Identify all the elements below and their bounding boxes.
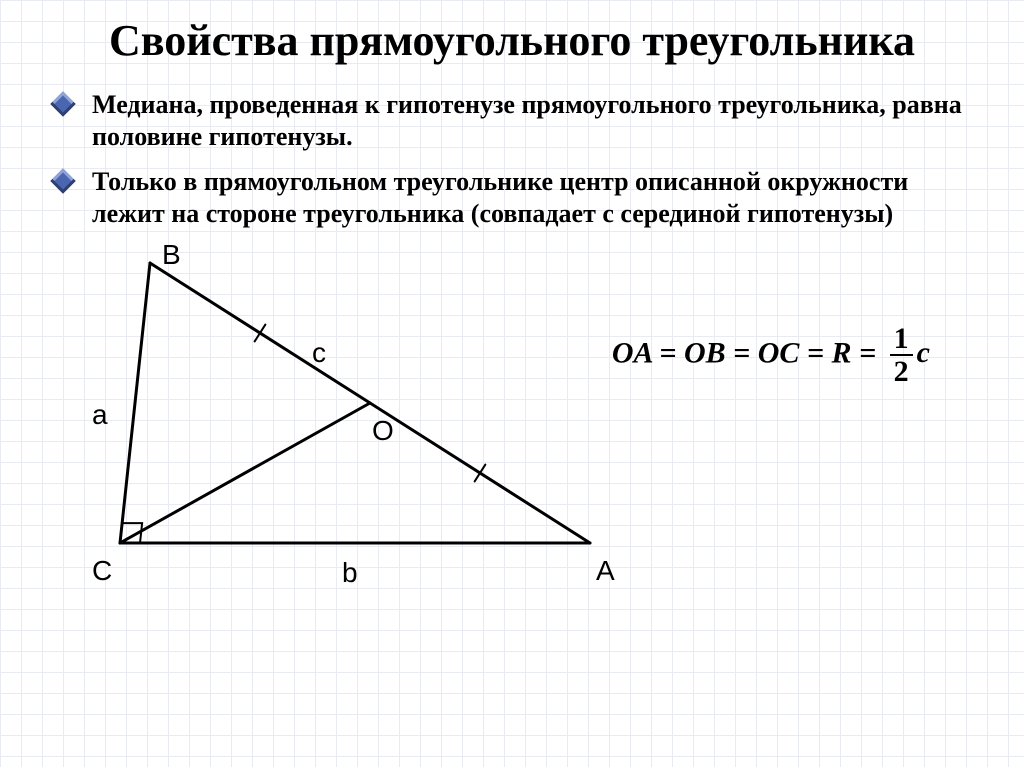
vertex-label-B: B (162, 239, 181, 271)
vertex-label-b: b (342, 557, 358, 589)
vertex-label-O: O (372, 415, 394, 447)
vertex-label-c: c (312, 337, 326, 369)
list-item: Медиана, проведенная к гипотенузе прямоу… (92, 89, 970, 154)
vertex-label-C: C (92, 555, 112, 587)
triangle-diagram (50, 243, 670, 603)
vertex-label-a: a (92, 399, 108, 431)
formula-oa: OA (612, 336, 652, 369)
slide: Свойства прямоугольного треугольника Мед… (0, 0, 1024, 767)
vertex-label-A: A (596, 555, 615, 587)
formula-c: c (917, 336, 930, 369)
formula-eq: = (852, 336, 884, 369)
formula-eq: = (799, 336, 831, 369)
bullet-list: Медиана, проведенная к гипотенузе прямоу… (50, 89, 974, 231)
formula-ob: OB (684, 336, 726, 369)
fraction-numerator: 1 (890, 323, 913, 357)
list-item: Только в прямоугольном треугольнике цент… (92, 166, 970, 231)
diagram-area: BCAOabc OA = OB = OC = R = 12c (50, 243, 970, 623)
formula-eq: = (652, 336, 684, 369)
fraction-denominator: 2 (890, 356, 913, 388)
formula-oc: OC (758, 336, 800, 369)
formula-eq: = (726, 336, 758, 369)
slide-title: Свойства прямоугольного треугольника (50, 16, 974, 67)
formula-r: R (832, 336, 852, 369)
median-formula: OA = OB = OC = R = 12c (612, 323, 930, 388)
fraction-half: 12 (890, 323, 913, 388)
